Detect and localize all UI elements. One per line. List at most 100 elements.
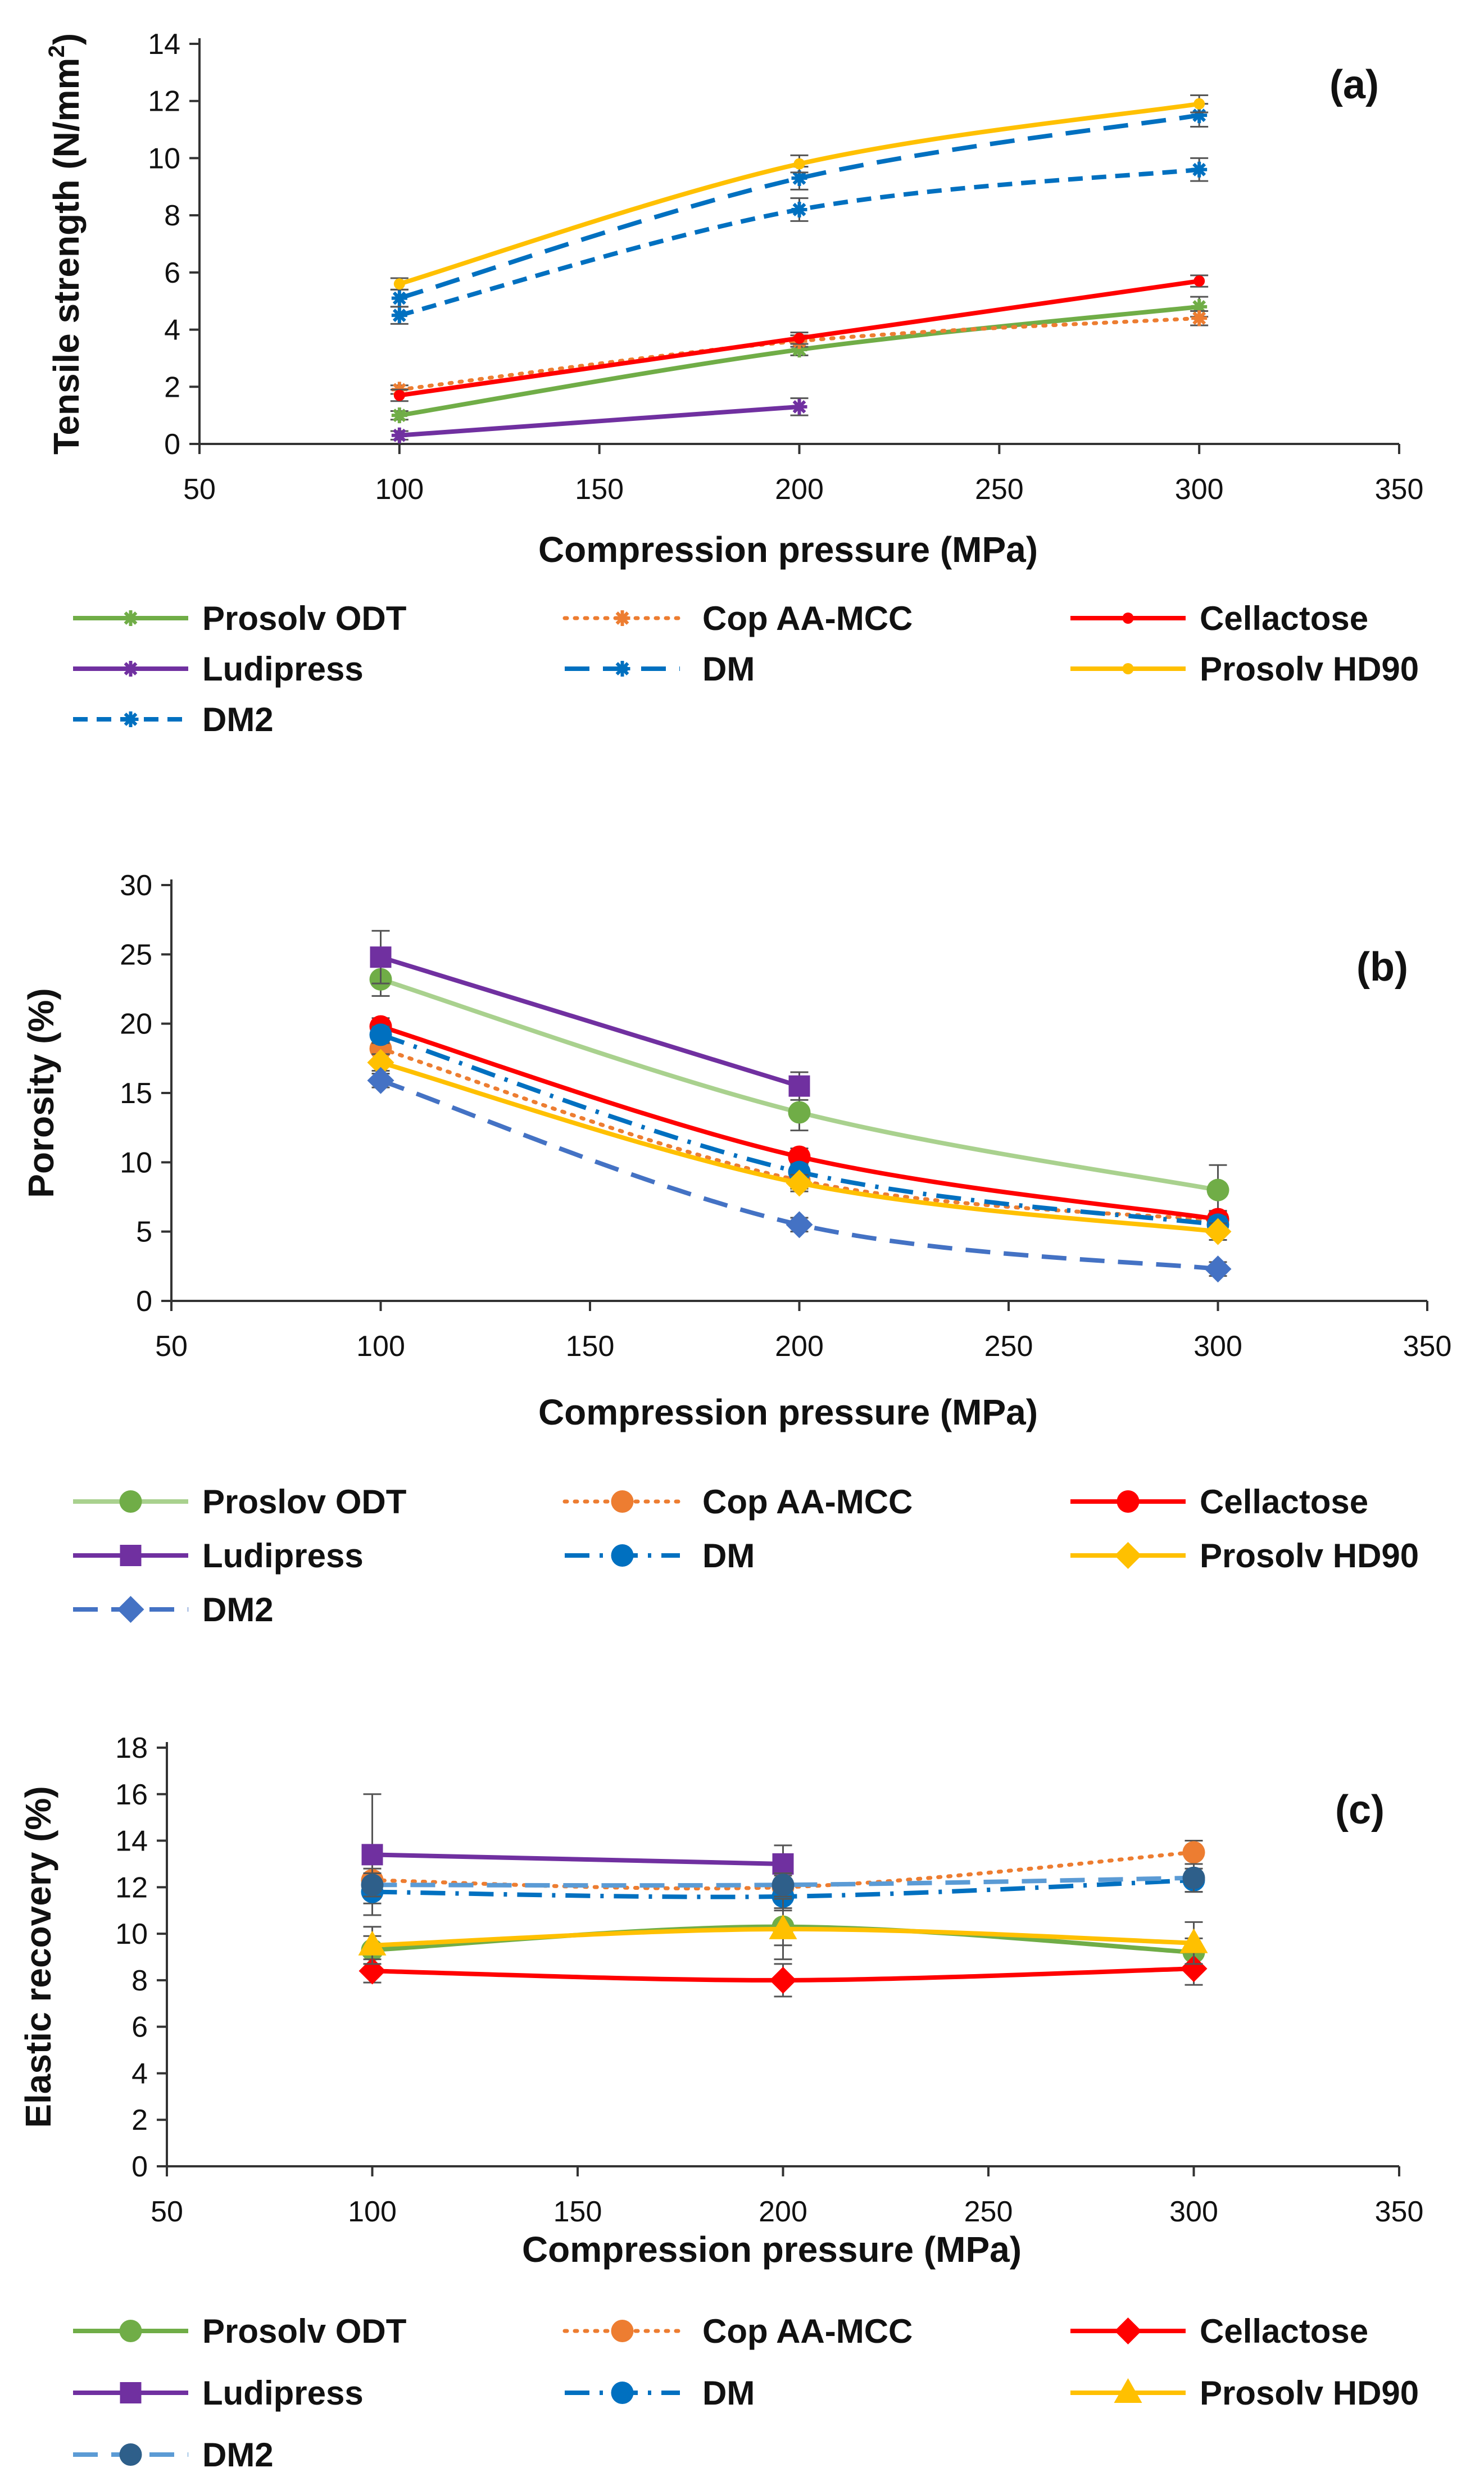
data-point-marker — [788, 1075, 810, 1097]
legend-item: Cellactose — [1070, 2312, 1368, 2350]
data-point-marker — [1206, 1178, 1229, 1201]
legend-item: Cop AA-MCC — [562, 600, 913, 637]
y-axis-title: Elastic recovery (%) — [18, 1786, 58, 2128]
y-tick-label: 10 — [148, 142, 180, 175]
data-point-marker — [370, 946, 392, 968]
legend-item: Proslov ODT — [73, 1483, 406, 1521]
data-point-marker — [1193, 275, 1205, 287]
legend-item: DM2 — [73, 2436, 274, 2474]
legend-label: DM2 — [202, 1591, 274, 1629]
panel-label: (a) — [1329, 62, 1379, 107]
x-tick-label: 300 — [1193, 1330, 1242, 1363]
chart-panel-3: 0 2 4 6 8 10 12 14 16 18 50 100 150 200 250 300 350 Compr… — [18, 1732, 1423, 2474]
data-point-marker — [791, 398, 807, 415]
data-point-marker — [1180, 1955, 1208, 1983]
y-tick-label: 6 — [164, 257, 180, 289]
data-point-marker — [122, 610, 139, 626]
series-line — [380, 955, 800, 1088]
data-point-marker — [791, 342, 807, 358]
x-tick-label: 300 — [1169, 2196, 1218, 2228]
x-tick-label: 200 — [775, 1330, 824, 1363]
y-tick-label: 14 — [115, 1825, 148, 1858]
legend-label: Cellactose — [1200, 1483, 1368, 1521]
data-point-marker — [358, 1930, 387, 1956]
legend-item: Ludipress — [73, 1537, 364, 1575]
x-tick-label: 150 — [566, 1330, 615, 1363]
legend-item: Prosolv ODT — [73, 600, 406, 637]
data-point-marker — [1122, 613, 1134, 624]
x-tick-label: 100 — [375, 473, 424, 506]
legend-label: Prosolv HD90 — [1200, 2374, 1419, 2412]
data-point-marker — [611, 2320, 634, 2342]
legend-label: Prosolv HD90 — [1200, 1537, 1419, 1575]
data-point-marker — [391, 290, 407, 306]
y-tick-label: 0 — [131, 2151, 148, 2183]
data-point-marker — [361, 1844, 383, 1866]
x-tick-label: 50 — [151, 2196, 183, 2228]
y-tick-label: 12 — [148, 85, 180, 118]
y-axis-title-main: Tensile strength (N/mm — [46, 58, 87, 455]
data-point-marker — [614, 661, 630, 677]
y-tick-label: 20 — [120, 1008, 152, 1041]
y-tick-label: 2 — [131, 2104, 148, 2137]
data-point-marker — [1204, 1218, 1232, 1245]
x-tick-label: 250 — [964, 2196, 1013, 2228]
y-tick-label: 5 — [136, 1216, 152, 1249]
legend-label: DM2 — [202, 701, 274, 738]
data-point-marker — [786, 1169, 813, 1197]
data-point-marker — [611, 2382, 634, 2404]
data-point-marker — [786, 1211, 813, 1239]
y-tick-label: 10 — [115, 1918, 148, 1951]
data-point-marker — [117, 1596, 144, 1623]
legend-item: Cellactose — [1070, 600, 1368, 637]
x-tick-label: 50 — [183, 473, 216, 506]
series-prosolv-hd90 — [367, 1049, 1232, 1245]
series-ludipress — [370, 929, 810, 1101]
data-point-marker — [367, 1049, 394, 1076]
data-point-marker — [793, 332, 805, 344]
y-axis-title-superscript: 2 — [44, 45, 69, 57]
legend-label: DM — [702, 1537, 755, 1575]
chart-panel-1: 0 2 4 6 8 10 12 14 50 100 150 200 250 300 350 Compressi… — [44, 28, 1423, 738]
series-line — [372, 1852, 783, 1866]
legend-item: Cellactose — [1070, 1483, 1368, 1521]
x-tick-label: 350 — [1375, 2196, 1424, 2228]
y-axis-title-end: ) — [46, 33, 87, 45]
data-point-marker — [1117, 1490, 1140, 1513]
data-point-marker — [119, 2320, 142, 2342]
legend-label: Ludipress — [202, 1537, 364, 1575]
series-dm2 — [361, 1863, 1205, 1898]
legend-item: Prosolv HD90 — [1070, 650, 1419, 688]
legend-item: DM — [565, 2374, 755, 2412]
x-axis-title: Compression pressure (MPa) — [522, 2229, 1022, 2270]
chart-panel-2: 0 5 10 15 20 25 30 50 100 150 200 250 300 350 Compress… — [21, 869, 1451, 1629]
series-prosolv-hd90 — [358, 1898, 1208, 1965]
data-point-marker — [611, 1490, 634, 1513]
y-axis-title: Porosity (%) — [21, 988, 61, 1198]
data-point-marker — [361, 1874, 384, 1897]
data-point-marker — [1191, 298, 1208, 315]
x-tick-label: 350 — [1403, 1330, 1452, 1363]
legend-label: Cop AA-MCC — [702, 1483, 913, 1521]
y-tick-label: 0 — [164, 428, 180, 461]
x-axis-title: Compression pressure (MPa) — [538, 1392, 1038, 1432]
legend-item: Cop AA-MCC — [562, 2312, 913, 2350]
x-tick-label: 200 — [775, 473, 824, 506]
legend-item: Cop AA-MCC — [562, 1483, 913, 1521]
data-point-marker — [1191, 161, 1208, 178]
x-tick-label: 100 — [356, 1330, 405, 1363]
legend-item: Prosolv HD90 — [1070, 2374, 1419, 2412]
data-point-marker — [1182, 1841, 1205, 1864]
data-point-marker — [1179, 1928, 1208, 1953]
data-point-marker — [1182, 1866, 1205, 1889]
data-point-marker — [122, 661, 139, 677]
y-tick-label: 2 — [164, 371, 180, 403]
y-tick-label: 6 — [131, 2011, 148, 2044]
legend-item: DM — [565, 650, 755, 688]
data-point-marker — [769, 1914, 797, 1939]
y-tick-label: 15 — [120, 1077, 152, 1110]
y-tick-label: 18 — [115, 1732, 148, 1765]
data-point-marker — [1193, 98, 1205, 110]
data-point-marker — [769, 1966, 797, 1994]
